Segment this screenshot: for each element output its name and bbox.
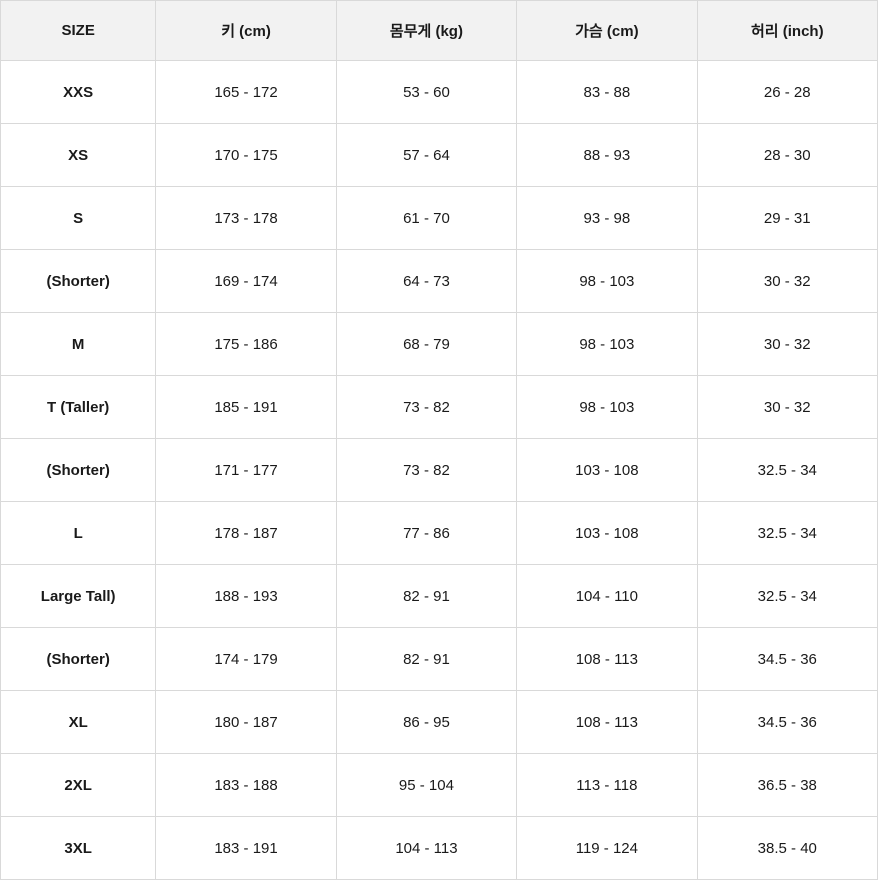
cell-weight: 95 - 104 bbox=[336, 754, 516, 817]
cell-weight: 64 - 73 bbox=[336, 250, 516, 313]
cell-size: (Shorter) bbox=[1, 439, 156, 502]
cell-size: (Shorter) bbox=[1, 250, 156, 313]
cell-waist: 34.5 - 36 bbox=[697, 628, 877, 691]
cell-size: T (Taller) bbox=[1, 376, 156, 439]
cell-weight: 82 - 91 bbox=[336, 628, 516, 691]
table-row: Large Tall)188 - 19382 - 91104 - 11032.5… bbox=[1, 565, 878, 628]
cell-waist: 26 - 28 bbox=[697, 61, 877, 124]
cell-chest: 108 - 113 bbox=[517, 691, 697, 754]
cell-weight: 82 - 91 bbox=[336, 565, 516, 628]
cell-height: 183 - 188 bbox=[156, 754, 336, 817]
cell-height: 165 - 172 bbox=[156, 61, 336, 124]
cell-height: 180 - 187 bbox=[156, 691, 336, 754]
cell-size: L bbox=[1, 502, 156, 565]
cell-weight: 86 - 95 bbox=[336, 691, 516, 754]
cell-chest: 104 - 110 bbox=[517, 565, 697, 628]
cell-height: 188 - 193 bbox=[156, 565, 336, 628]
table-row: XXS165 - 17253 - 6083 - 8826 - 28 bbox=[1, 61, 878, 124]
cell-height: 175 - 186 bbox=[156, 313, 336, 376]
cell-height: 183 - 191 bbox=[156, 817, 336, 880]
cell-chest: 103 - 108 bbox=[517, 502, 697, 565]
header-chest: 가슴 (cm) bbox=[517, 1, 697, 61]
cell-size: Large Tall) bbox=[1, 565, 156, 628]
cell-weight: 104 - 113 bbox=[336, 817, 516, 880]
cell-size: 2XL bbox=[1, 754, 156, 817]
header-height: 키 (cm) bbox=[156, 1, 336, 61]
cell-size: (Shorter) bbox=[1, 628, 156, 691]
table-row: (Shorter)174 - 17982 - 91108 - 11334.5 -… bbox=[1, 628, 878, 691]
cell-waist: 32.5 - 34 bbox=[697, 502, 877, 565]
cell-weight: 77 - 86 bbox=[336, 502, 516, 565]
cell-height: 173 - 178 bbox=[156, 187, 336, 250]
cell-height: 170 - 175 bbox=[156, 124, 336, 187]
cell-chest: 103 - 108 bbox=[517, 439, 697, 502]
header-weight: 몸무게 (kg) bbox=[336, 1, 516, 61]
table-row: (Shorter)171 - 17773 - 82103 - 10832.5 -… bbox=[1, 439, 878, 502]
cell-chest: 88 - 93 bbox=[517, 124, 697, 187]
cell-size: XS bbox=[1, 124, 156, 187]
cell-waist: 29 - 31 bbox=[697, 187, 877, 250]
cell-height: 178 - 187 bbox=[156, 502, 336, 565]
cell-chest: 93 - 98 bbox=[517, 187, 697, 250]
cell-weight: 68 - 79 bbox=[336, 313, 516, 376]
cell-weight: 73 - 82 bbox=[336, 439, 516, 502]
cell-waist: 30 - 32 bbox=[697, 313, 877, 376]
header-size: SIZE bbox=[1, 1, 156, 61]
table-row: 3XL183 - 191104 - 113119 - 12438.5 - 40 bbox=[1, 817, 878, 880]
cell-waist: 36.5 - 38 bbox=[697, 754, 877, 817]
cell-chest: 119 - 124 bbox=[517, 817, 697, 880]
cell-waist: 32.5 - 34 bbox=[697, 439, 877, 502]
table-row: M175 - 18668 - 7998 - 10330 - 32 bbox=[1, 313, 878, 376]
cell-chest: 98 - 103 bbox=[517, 313, 697, 376]
table-row: S173 - 17861 - 7093 - 9829 - 31 bbox=[1, 187, 878, 250]
cell-weight: 57 - 64 bbox=[336, 124, 516, 187]
size-table: SIZE 키 (cm) 몸무게 (kg) 가슴 (cm) 허리 (inch) X… bbox=[0, 0, 878, 880]
cell-chest: 98 - 103 bbox=[517, 376, 697, 439]
cell-waist: 30 - 32 bbox=[697, 250, 877, 313]
cell-chest: 108 - 113 bbox=[517, 628, 697, 691]
cell-height: 174 - 179 bbox=[156, 628, 336, 691]
cell-chest: 98 - 103 bbox=[517, 250, 697, 313]
cell-size: 3XL bbox=[1, 817, 156, 880]
table-row: (Shorter)169 - 17464 - 7398 - 10330 - 32 bbox=[1, 250, 878, 313]
table-row: T (Taller)185 - 19173 - 8298 - 10330 - 3… bbox=[1, 376, 878, 439]
table-row: XL180 - 18786 - 95108 - 11334.5 - 36 bbox=[1, 691, 878, 754]
cell-height: 169 - 174 bbox=[156, 250, 336, 313]
cell-waist: 38.5 - 40 bbox=[697, 817, 877, 880]
cell-size: M bbox=[1, 313, 156, 376]
cell-waist: 34.5 - 36 bbox=[697, 691, 877, 754]
cell-chest: 113 - 118 bbox=[517, 754, 697, 817]
cell-size: S bbox=[1, 187, 156, 250]
header-waist: 허리 (inch) bbox=[697, 1, 877, 61]
cell-size: XL bbox=[1, 691, 156, 754]
table-header: SIZE 키 (cm) 몸무게 (kg) 가슴 (cm) 허리 (inch) bbox=[1, 1, 878, 61]
cell-weight: 61 - 70 bbox=[336, 187, 516, 250]
table-row: 2XL183 - 18895 - 104113 - 11836.5 - 38 bbox=[1, 754, 878, 817]
cell-waist: 32.5 - 34 bbox=[697, 565, 877, 628]
cell-waist: 28 - 30 bbox=[697, 124, 877, 187]
table-row: L178 - 18777 - 86103 - 10832.5 - 34 bbox=[1, 502, 878, 565]
cell-height: 185 - 191 bbox=[156, 376, 336, 439]
header-row: SIZE 키 (cm) 몸무게 (kg) 가슴 (cm) 허리 (inch) bbox=[1, 1, 878, 61]
table-row: XS170 - 17557 - 6488 - 9328 - 30 bbox=[1, 124, 878, 187]
table-body: XXS165 - 17253 - 6083 - 8826 - 28XS170 -… bbox=[1, 61, 878, 880]
cell-height: 171 - 177 bbox=[156, 439, 336, 502]
cell-weight: 73 - 82 bbox=[336, 376, 516, 439]
cell-waist: 30 - 32 bbox=[697, 376, 877, 439]
cell-chest: 83 - 88 bbox=[517, 61, 697, 124]
size-table-wrapper: SIZE 키 (cm) 몸무게 (kg) 가슴 (cm) 허리 (inch) X… bbox=[0, 0, 878, 878]
cell-weight: 53 - 60 bbox=[336, 61, 516, 124]
cell-size: XXS bbox=[1, 61, 156, 124]
